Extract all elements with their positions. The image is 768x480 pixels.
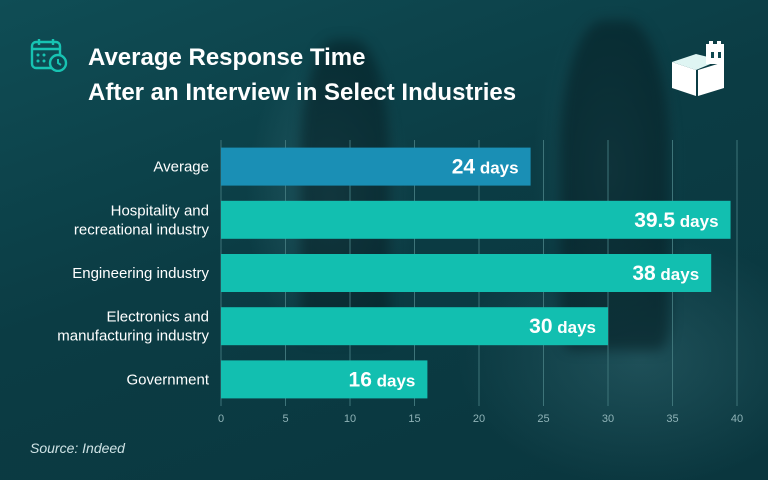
data-label-4: 16 days: [349, 368, 416, 391]
x-tick-label-7: 35: [666, 413, 678, 425]
bar-3: [221, 307, 608, 346]
chart-title: Average Response Time After an Interview…: [88, 40, 516, 110]
data-label-2: 38 days: [632, 262, 699, 285]
category-label-1: Hospitality and recreational industry: [74, 202, 210, 238]
category-label-3: Electronics and manufacturing industry: [57, 309, 209, 345]
bar-1: [221, 200, 731, 239]
x-tick-label-5: 25: [537, 413, 549, 425]
x-tick-label-2: 10: [344, 413, 356, 425]
data-label-3: 30 days: [529, 315, 596, 338]
x-tick-label-0: 0: [218, 413, 224, 425]
bar-2: [221, 254, 712, 292]
x-tick-label-1: 5: [282, 413, 288, 425]
chart-title-line-1: Average Response Time: [88, 44, 366, 71]
background-silhouette-right: [560, 20, 670, 350]
category-label-4: Government: [126, 371, 209, 388]
category-label-0: Average: [153, 159, 209, 176]
book-tower-logo-icon: [672, 41, 724, 96]
bar-4: [221, 360, 428, 399]
category-label-2: Engineering industry: [72, 265, 209, 282]
bar-0: [221, 147, 531, 186]
source-note: Source: Indeed: [30, 440, 125, 456]
chart-title-line-2: After an Interview in Select Industries: [88, 79, 517, 106]
x-tick-label-8: 40: [731, 413, 743, 425]
data-label-1: 39.5 days: [634, 209, 718, 232]
x-tick-label-4: 20: [473, 413, 485, 425]
data-label-0: 24 days: [452, 156, 519, 179]
x-tick-label-3: 15: [408, 413, 420, 425]
x-tick-label-6: 30: [602, 413, 614, 425]
calendar-clock-icon: [30, 39, 68, 72]
